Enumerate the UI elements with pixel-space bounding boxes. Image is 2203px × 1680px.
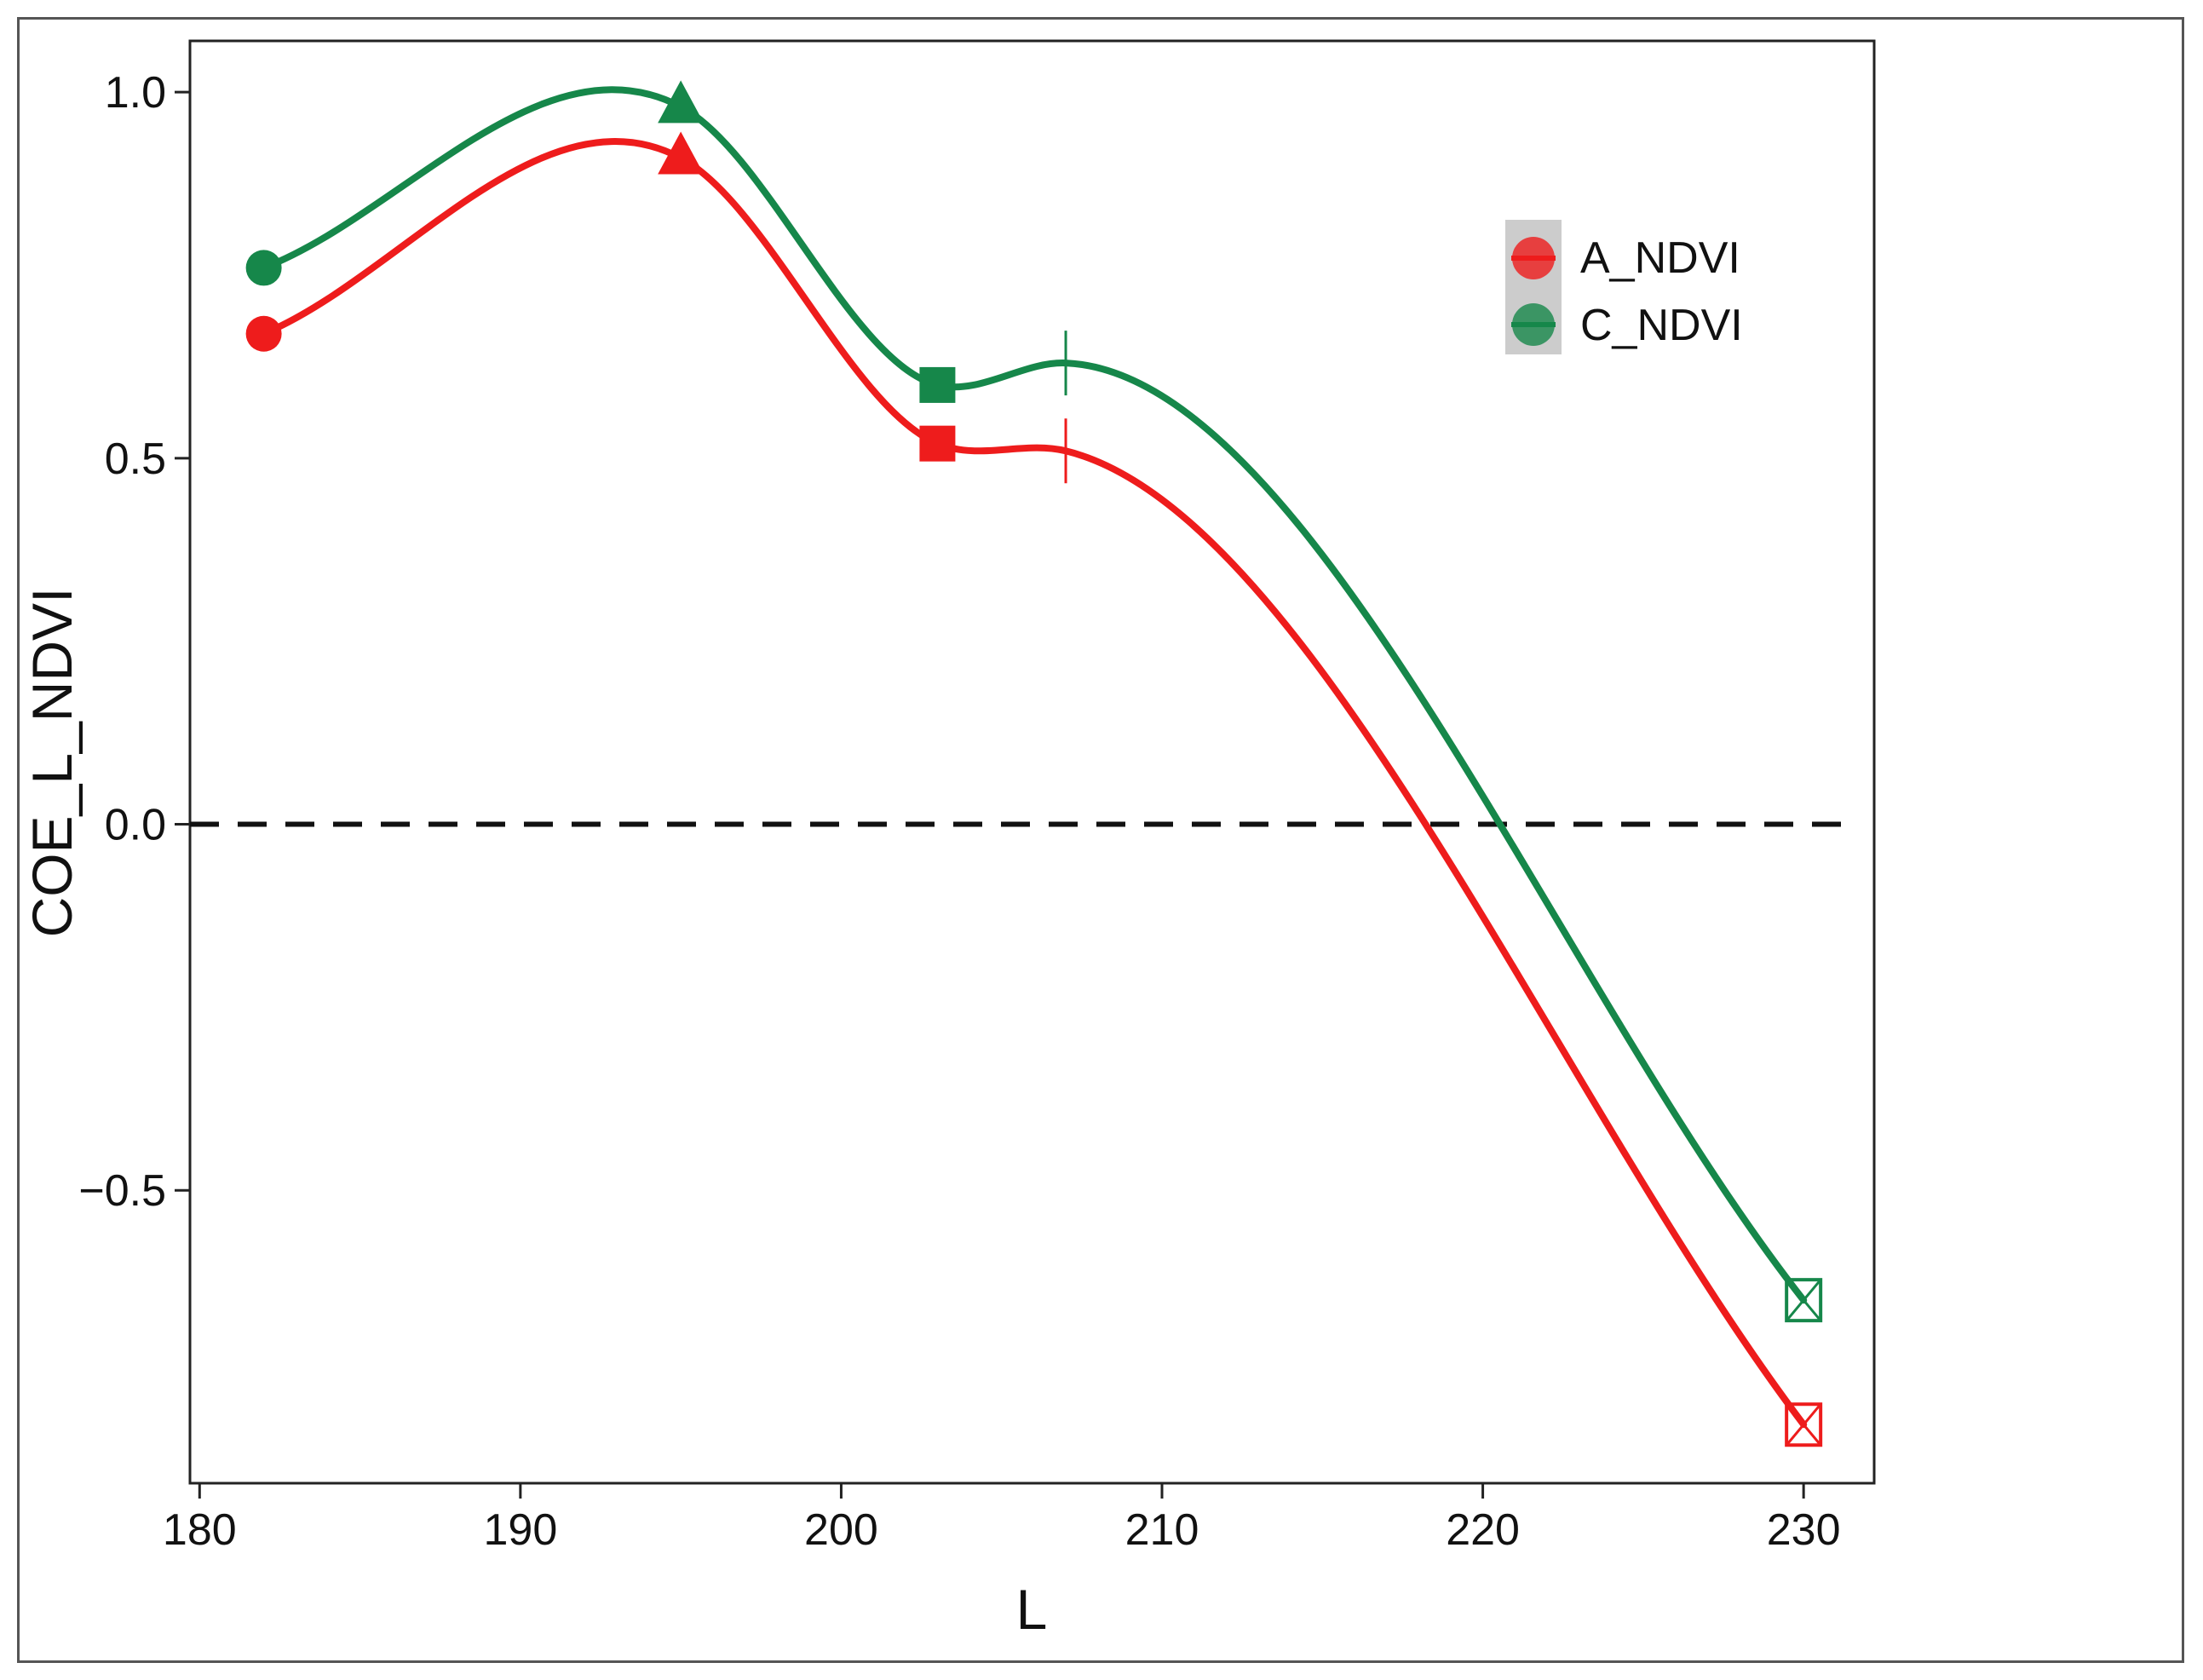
data-point-triangle [658, 131, 705, 175]
legend-label-c-ndvi: C_NDVI [1580, 301, 1743, 350]
series-layer [245, 80, 1823, 1447]
y-tick-label: 1.0 [105, 68, 166, 118]
data-point-boxed-x [1785, 1278, 1823, 1323]
data-point-triangle [658, 80, 705, 124]
data-point-square [919, 366, 956, 403]
data-point-circle [245, 315, 282, 352]
plot-area [188, 39, 1876, 1485]
data-point-circle [245, 250, 282, 286]
x-tick-label: 180 [163, 1505, 237, 1555]
x-tick-label: 200 [804, 1505, 878, 1555]
data-point-square [919, 425, 956, 462]
x-tick-label: 230 [1767, 1505, 1841, 1555]
legend-keys [1511, 237, 1556, 346]
axis-ticks: 180 190 200 210 220 230 −0.5 0.0 0.5 1.0 [78, 68, 1840, 1555]
figure-frame [17, 17, 2184, 1663]
y-axis-title: COE_L_NDVI [20, 588, 83, 938]
x-tick-label: 190 [483, 1505, 557, 1555]
data-point-boxed-x-diagonal [1786, 1279, 1822, 1322]
data-point-boxed-x [1785, 1402, 1823, 1447]
legend: A_NDVI C_NDVI [1505, 220, 1743, 354]
x-tick-label: 210 [1125, 1505, 1199, 1555]
y-tick-label: 0.0 [105, 801, 166, 850]
x-axis-title: L [1016, 1578, 1048, 1641]
y-tick-label: 0.5 [105, 434, 166, 484]
y-tick-label: −0.5 [78, 1166, 166, 1216]
data-point-boxed-x-diagonal [1786, 1403, 1822, 1447]
x-tick-label: 220 [1446, 1505, 1520, 1555]
legend-label-a-ndvi: A_NDVI [1580, 233, 1740, 283]
